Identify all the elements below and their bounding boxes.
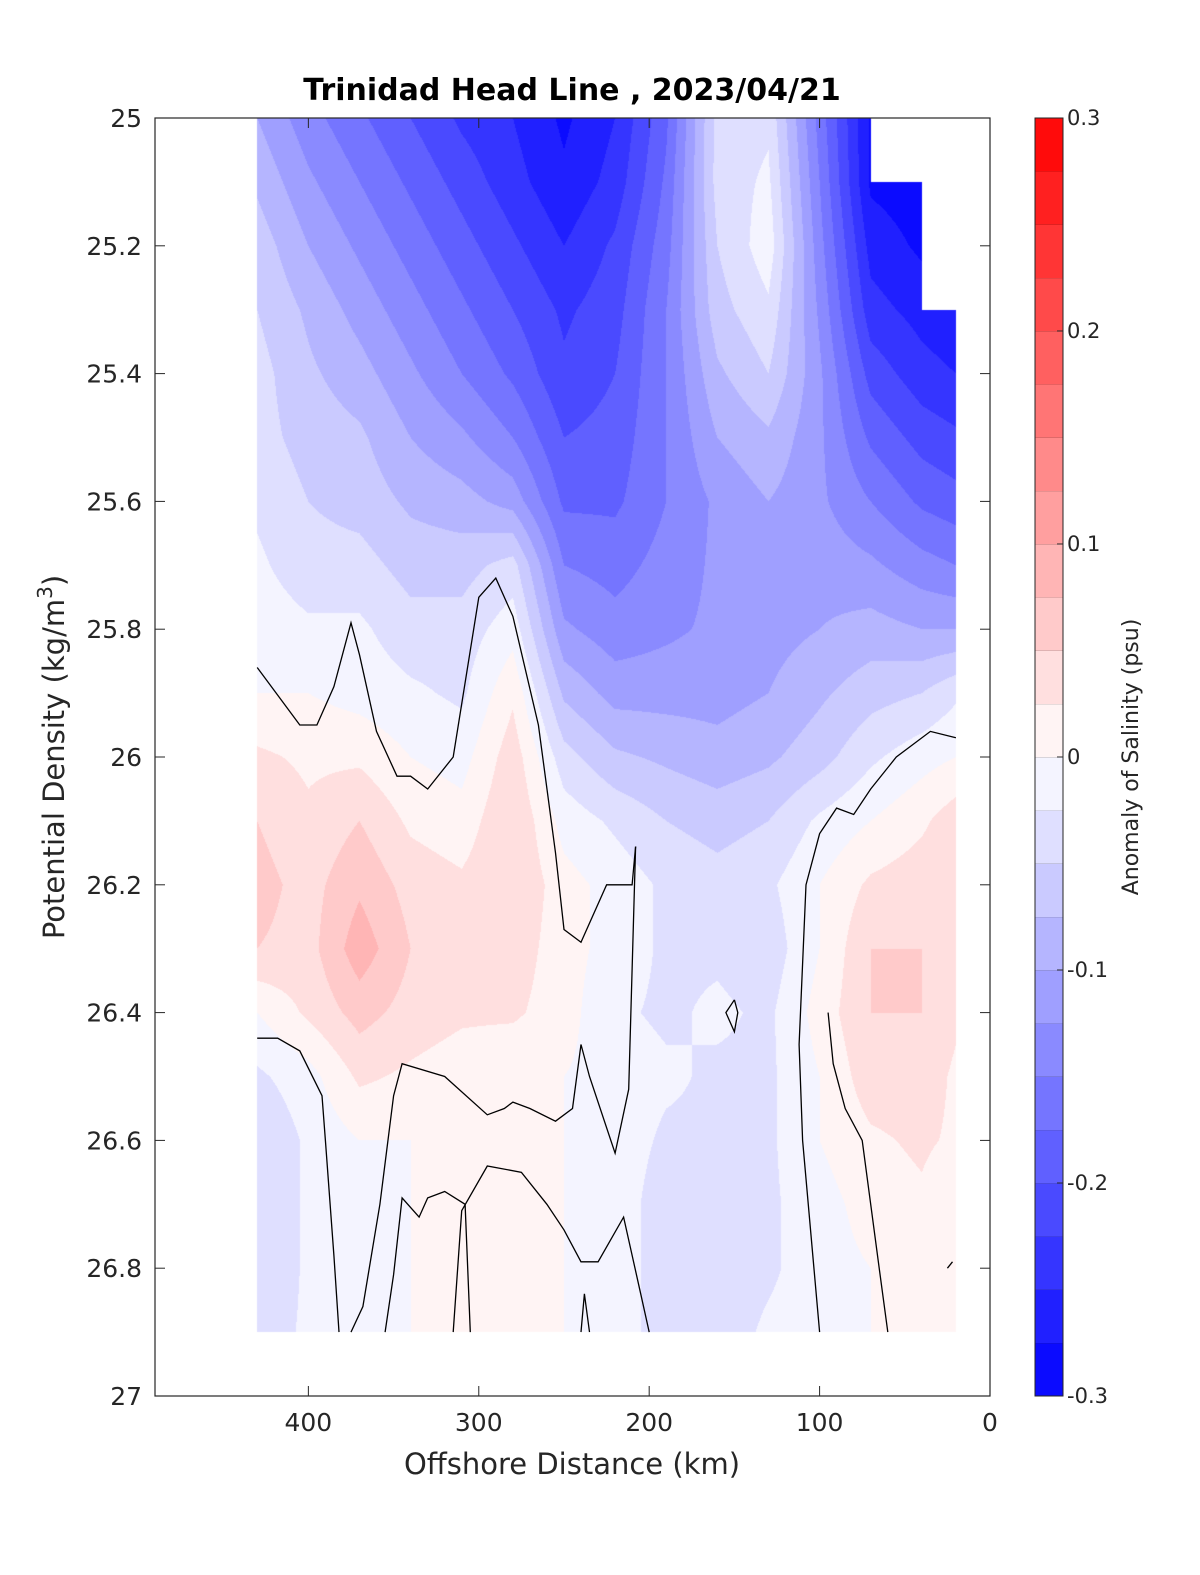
y-tick-label: 27 [110, 1382, 142, 1411]
zero-contour-5 [580, 1293, 591, 1333]
colorbar-level [1035, 1342, 1063, 1397]
x-tick-label: 300 [455, 1408, 503, 1437]
colorbar-level [1035, 1183, 1063, 1237]
colorbar-level [1035, 277, 1063, 332]
colorbar-level [1035, 916, 1063, 971]
y-tick-label: 26 [110, 743, 142, 772]
salinity-anomaly-field [155, 118, 990, 1396]
colorbar-level [1035, 1023, 1063, 1077]
colorbar-tick-label: 0.3 [1067, 106, 1100, 130]
y-axis-label-text: Potential Density (kg/m [37, 599, 71, 939]
colorbar-level [1035, 171, 1063, 225]
colorbar-level [1035, 331, 1063, 385]
colorbar-level [1035, 970, 1063, 1024]
colorbar-level [1035, 437, 1063, 492]
zero-contour-8 [725, 999, 739, 1035]
colorbar-level [1035, 544, 1063, 598]
colorbar-label: Anomaly of Salinity (psu) [1119, 619, 1144, 896]
y-axis-label-superscript: 3 [33, 586, 57, 599]
x-tick-label: 0 [982, 1408, 998, 1437]
y-tick-label: 25.4 [86, 360, 142, 389]
y-axis-label-close: ) [37, 575, 71, 586]
x-tick-label: 400 [285, 1408, 333, 1437]
colorbar-level [1035, 703, 1063, 758]
x-tick-label: 100 [796, 1408, 844, 1437]
colorbar-level [1035, 1289, 1063, 1344]
chart-title: Trinidad Head Line , 2023/04/21 [303, 73, 840, 108]
colorbar-level [1035, 597, 1063, 651]
x-tick-label: 200 [625, 1408, 673, 1437]
y-tick-label: 26.2 [86, 871, 142, 900]
colorbar-level [1035, 118, 1063, 172]
colorbar-level [1035, 490, 1063, 545]
colorbar-level [1035, 1076, 1063, 1131]
zero-contour-6 [798, 730, 957, 1333]
colorbar-tick-label: 0 [1067, 745, 1080, 769]
zero-contour-lines [256, 576, 957, 1333]
colorbar-level [1035, 757, 1063, 811]
zero-contour-0 [256, 576, 637, 944]
colorbar-tick-label: -0.1 [1067, 958, 1108, 982]
colorbar-level [1035, 650, 1063, 705]
x-axis-label: Offshore Distance (km) [404, 1447, 740, 1481]
zero-contour-7 [946, 1261, 954, 1269]
y-tick-label: 26.4 [86, 999, 142, 1028]
colorbar [1035, 117, 1063, 1397]
colorbar-level [1035, 863, 1063, 918]
colorbar-level [1035, 1129, 1063, 1184]
colorbar-level [1035, 384, 1063, 438]
colorbar-ticks: -0.3 -0.2 -0.1 0 0.1 0.2 0.3 [1057, 106, 1108, 1408]
colorbar-level [1035, 1236, 1063, 1290]
zero-contour-3 [384, 1190, 471, 1333]
y-tick-label: 25 [110, 104, 142, 133]
y-axis-ticks: 25 25.2 25.4 25.6 25.8 26 26.2 26.4 26.6 26.8 27 [86, 104, 990, 1411]
y-tick-label: 25.6 [86, 487, 142, 516]
y-axis-label: Potential Density (kg/m3) [33, 575, 71, 939]
zero-contour-1 [350, 846, 637, 1333]
y-tick-label: 26.6 [86, 1126, 142, 1155]
x-axis-ticks: 400 300 200 100 0 [285, 118, 998, 1437]
colorbar-tick-label: -0.2 [1067, 1171, 1108, 1195]
zero-contour-4 [452, 1165, 650, 1333]
zero-contour-2 [257, 1037, 340, 1333]
colorbar-level [1035, 224, 1063, 279]
y-tick-label: 26.8 [86, 1254, 142, 1283]
y-tick-label: 25.8 [86, 615, 142, 644]
zero-contour-9 [827, 1012, 889, 1333]
colorbar-tick-label: 0.1 [1067, 532, 1100, 556]
colorbar-level [1035, 810, 1063, 864]
colorbar-tick-label: 0.2 [1067, 319, 1100, 343]
colorbar-tick-label: -0.3 [1067, 1384, 1108, 1408]
y-tick-label: 25.2 [86, 232, 142, 261]
